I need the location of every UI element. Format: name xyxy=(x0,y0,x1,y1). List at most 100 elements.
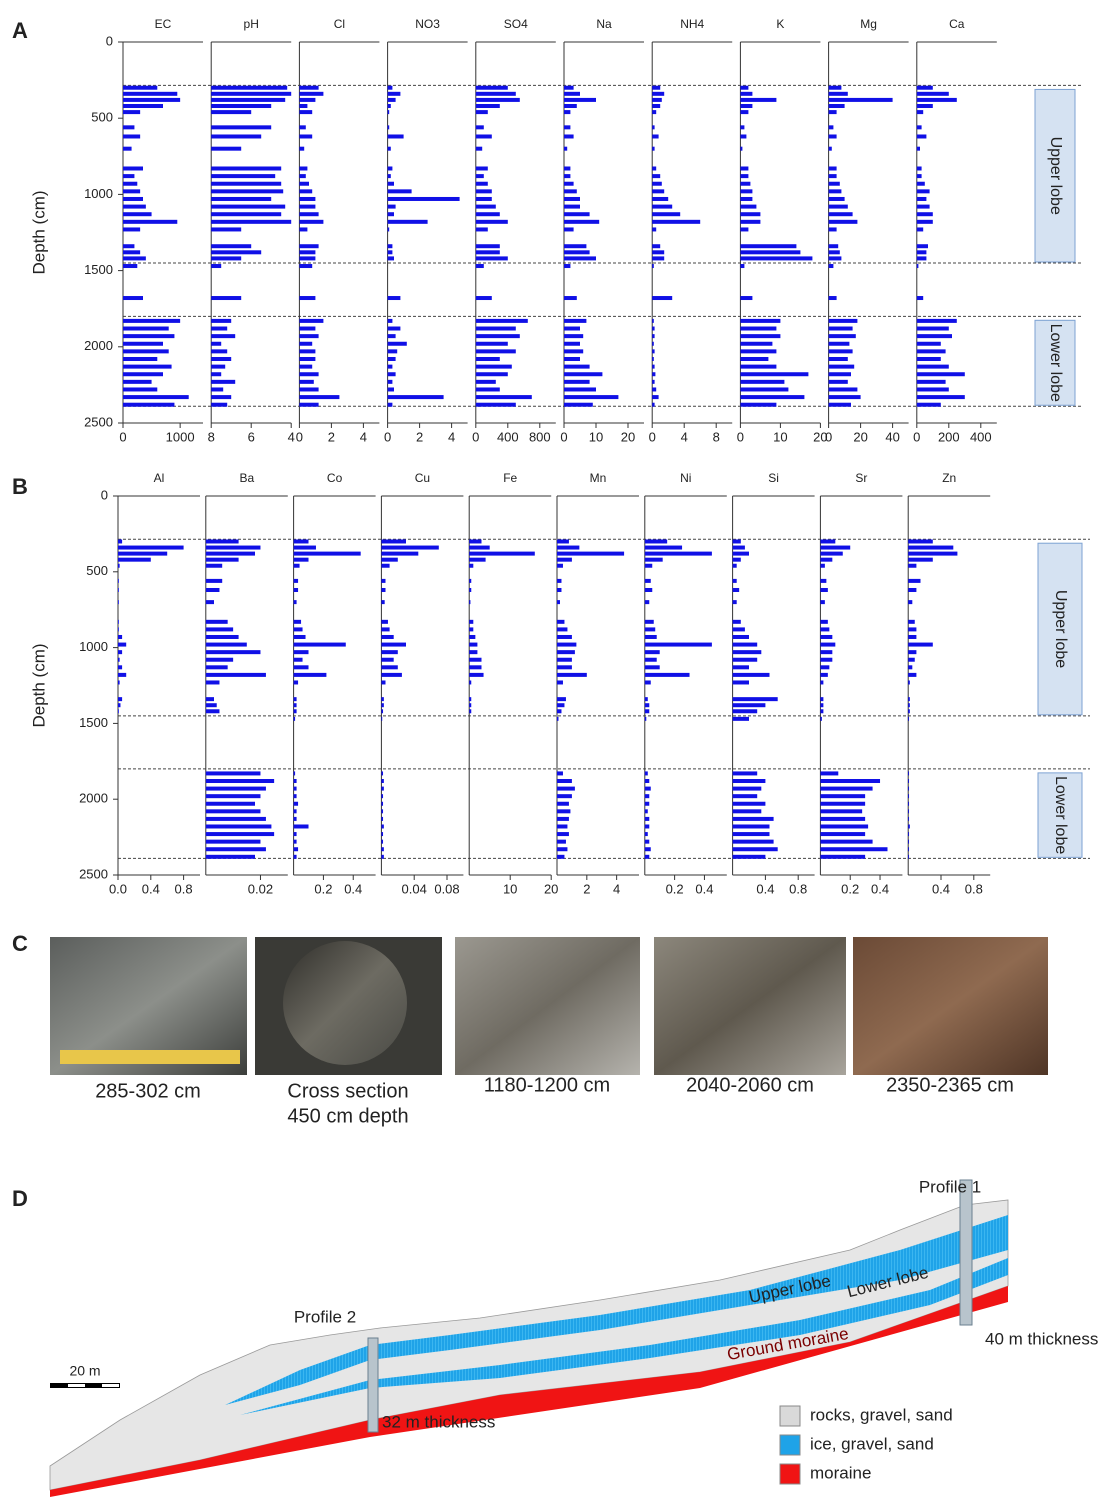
bar xyxy=(475,104,500,109)
bar xyxy=(652,318,654,323)
bar xyxy=(740,125,745,130)
bar xyxy=(828,356,848,361)
bar xyxy=(123,166,143,171)
x-tick-label: 0 xyxy=(825,429,832,444)
bar xyxy=(644,545,683,550)
bar xyxy=(908,539,933,544)
series-title: Si xyxy=(768,471,779,485)
bar xyxy=(211,364,226,369)
y-tick-label: 1000 xyxy=(84,186,113,201)
bar xyxy=(740,204,757,209)
x-tick-label: 0.4 xyxy=(756,881,774,896)
thickness-label: 40 m thickness xyxy=(985,1329,1098,1348)
bar xyxy=(293,578,299,583)
photo-core xyxy=(283,941,407,1065)
zone-box xyxy=(1037,542,1083,716)
bar xyxy=(299,97,316,102)
bar xyxy=(916,334,952,339)
bar xyxy=(475,326,516,331)
bar xyxy=(211,196,272,201)
bar xyxy=(118,600,119,605)
bar xyxy=(557,716,559,721)
series-title: Ca xyxy=(949,17,965,31)
bar xyxy=(732,680,749,685)
bar xyxy=(564,334,584,339)
bar xyxy=(828,174,837,179)
photo-caption: 2350-2365 cm xyxy=(886,1074,1014,1096)
bar xyxy=(293,832,297,837)
bar xyxy=(644,642,712,647)
bar xyxy=(828,125,834,130)
bar xyxy=(469,665,482,670)
bar xyxy=(381,794,384,799)
bar xyxy=(211,227,242,232)
x-tick-label: 0 xyxy=(737,429,744,444)
bar xyxy=(118,619,119,624)
bar xyxy=(740,174,749,179)
bar xyxy=(469,650,478,655)
bar xyxy=(299,125,306,130)
bar xyxy=(557,665,572,670)
bar xyxy=(557,627,568,632)
bar xyxy=(828,372,851,377)
bar xyxy=(740,85,749,90)
bar xyxy=(123,244,135,249)
y-tick-label: 0 xyxy=(106,33,113,48)
bar xyxy=(557,771,563,776)
bar xyxy=(293,716,296,721)
bar xyxy=(740,395,805,400)
bar xyxy=(644,794,650,799)
bar xyxy=(381,824,384,829)
x-tick-label: 4 xyxy=(288,429,295,444)
bar xyxy=(740,227,749,232)
bar xyxy=(381,716,383,721)
bar xyxy=(557,786,575,791)
bar xyxy=(123,372,163,377)
x-tick-label: 10 xyxy=(503,881,517,896)
bar xyxy=(387,244,393,249)
bar xyxy=(828,364,855,369)
bar xyxy=(652,395,659,400)
bar xyxy=(652,134,659,139)
bar xyxy=(740,181,751,186)
bar xyxy=(293,634,306,639)
bar xyxy=(475,97,520,102)
bar xyxy=(381,697,384,702)
bar xyxy=(211,264,222,269)
bar xyxy=(123,196,143,201)
bar xyxy=(381,619,388,624)
y-tick-label: 2000 xyxy=(79,791,108,806)
bar xyxy=(644,839,650,844)
bar xyxy=(564,349,584,354)
bar xyxy=(475,91,516,96)
bar xyxy=(732,650,762,655)
bar xyxy=(387,104,391,109)
bar xyxy=(652,219,701,224)
bar xyxy=(916,402,941,407)
bar xyxy=(557,600,560,605)
zone-label: Lower lobe xyxy=(1047,324,1064,402)
bar xyxy=(469,672,484,677)
series-title: EC xyxy=(155,17,172,31)
bar xyxy=(908,680,910,685)
bar xyxy=(211,250,262,255)
bar xyxy=(211,244,252,249)
bar xyxy=(652,125,655,130)
bar xyxy=(916,326,949,331)
bar xyxy=(732,697,778,702)
bar xyxy=(564,196,580,201)
bar xyxy=(740,189,753,194)
bar xyxy=(387,181,394,186)
bar xyxy=(644,809,648,814)
bar xyxy=(644,832,648,837)
bar xyxy=(908,600,913,605)
bar xyxy=(557,619,565,624)
bar xyxy=(916,104,933,109)
bar xyxy=(740,212,761,217)
series-title: Zn xyxy=(942,471,956,485)
bar xyxy=(205,847,266,852)
bar xyxy=(564,341,580,346)
bar xyxy=(381,634,394,639)
bar xyxy=(299,110,313,115)
bar xyxy=(381,847,384,852)
